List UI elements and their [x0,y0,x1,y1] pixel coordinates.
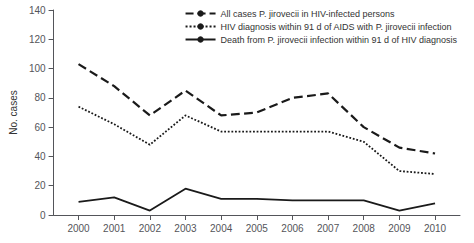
svg-text:20: 20 [34,180,46,191]
svg-text:HIV diagnosis within 91 d of A: HIV diagnosis within 91 d of AIDS with P… [221,22,452,32]
svg-text:100: 100 [29,63,46,74]
svg-text:2007: 2007 [317,223,340,234]
svg-text:80: 80 [34,92,46,103]
svg-text:2010: 2010 [424,223,447,234]
svg-text:2008: 2008 [353,223,376,234]
svg-text:All cases P. jirovecii in HIV-: All cases P. jirovecii in HIV-infected p… [221,9,395,19]
svg-text:2006: 2006 [281,223,304,234]
svg-text:120: 120 [29,34,46,45]
svg-text:40: 40 [34,151,46,162]
svg-text:2001: 2001 [103,223,126,234]
svg-text:2003: 2003 [174,223,197,234]
svg-text:2002: 2002 [139,223,162,234]
svg-text:No. cases: No. cases [8,90,19,134]
svg-text:0: 0 [40,210,46,221]
svg-text:140: 140 [29,5,46,16]
svg-text:Death from P. jirovecii infect: Death from P. jirovecii infection within… [221,35,458,45]
svg-text:2000: 2000 [67,223,90,234]
svg-text:2005: 2005 [246,223,269,234]
svg-text:2004: 2004 [210,223,233,234]
svg-text:60: 60 [34,122,46,133]
svg-text:2009: 2009 [388,223,411,234]
